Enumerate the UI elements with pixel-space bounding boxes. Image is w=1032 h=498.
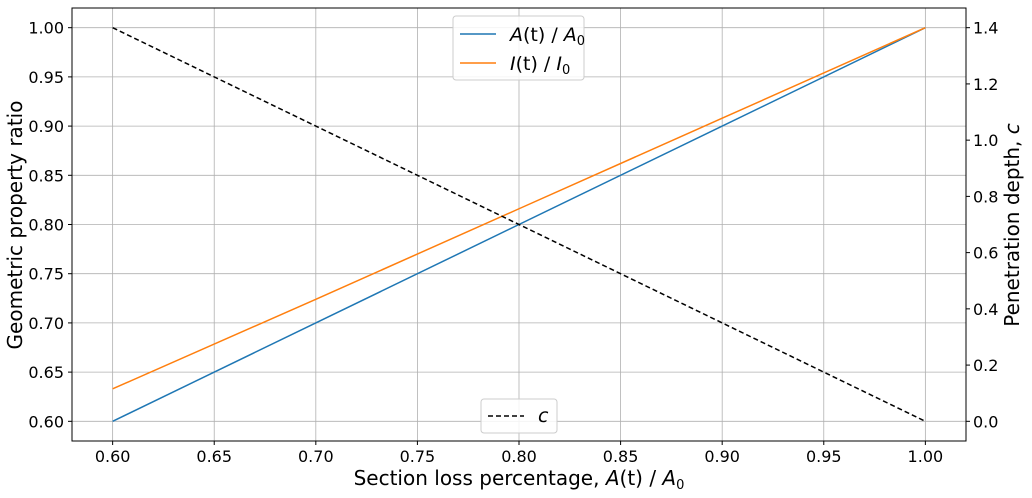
x-tick-label: 0.65: [196, 447, 232, 466]
legend-bottom-frame: [480, 398, 558, 434]
legend-bottom: c: [480, 398, 558, 434]
x-axis-ticks: 0.60 0.65 0.70 0.75 0.80 0.85 0.90 0.95 1.00: [95, 441, 943, 466]
x-axis-label-sub: 0: [676, 478, 684, 493]
legend-area-var2: A: [562, 24, 577, 46]
left-y-tick-label: 0.75: [28, 265, 64, 284]
series-line-penetration-depth: [112, 27, 926, 422]
right-y-tick-label: 1.0: [973, 131, 998, 150]
right-y-tick-label: 0.8: [973, 187, 998, 206]
legend-inertia-arg: (t): [516, 53, 538, 75]
right-y-tick-label: 0.4: [973, 300, 998, 319]
right-y-tick-label: 0.0: [973, 412, 998, 431]
left-y-tick-label: 0.60: [28, 412, 64, 431]
right-y-tick-label: 0.6: [973, 244, 998, 263]
left-y-tick-label: 0.70: [28, 314, 64, 333]
legend-top: A(t) / A0 I(t) / I0: [452, 15, 585, 81]
legend-area-arg: (t): [523, 24, 545, 46]
left-y-tick-label: 1.00: [28, 19, 64, 38]
legend-label-inertia-ratio: I(t) / I0: [510, 53, 570, 78]
x-tick-label: 0.60: [95, 447, 131, 466]
left-y-tick-label: 0.85: [28, 166, 64, 185]
legend-top-frame: [452, 15, 585, 81]
left-y-tick-label: 0.90: [28, 117, 64, 136]
x-tick-label: 1.00: [908, 447, 944, 466]
x-axis-label: Section loss percentage, A(t) / A0: [354, 466, 685, 493]
x-axis-label-var2: A: [660, 466, 676, 490]
legend-label-area-ratio: A(t) / A0: [508, 24, 585, 49]
x-axis-label-prefix: Section loss percentage,: [354, 466, 606, 490]
x-tick-label: 0.75: [400, 447, 436, 466]
series-layer: [112, 26, 926, 422]
legend-inertia-sub: 0: [562, 63, 570, 78]
series-line-inertia-ratio: [112, 26, 926, 390]
x-tick-label: 0.80: [501, 447, 537, 466]
x-tick-label: 0.90: [704, 447, 740, 466]
right-y-axis-ticks: 0.0 0.2 0.4 0.6 0.8 1.0 1.2 1.4: [966, 19, 998, 431]
right-y-axis-label-prefix: Penetration depth,: [1000, 134, 1024, 327]
left-y-tick-label: 0.95: [28, 68, 64, 87]
legend-area-slash: /: [545, 24, 563, 46]
legend-area-sub: 0: [577, 34, 585, 49]
left-y-axis-label: Geometric property ratio: [3, 101, 27, 350]
legend-label-penetration-depth: c: [538, 405, 549, 427]
right-y-axis-label-var: c: [1000, 123, 1024, 134]
x-tick-label: 0.85: [603, 447, 639, 466]
legend-area-var: A: [508, 24, 523, 46]
x-axis-label-arg: (t): [620, 466, 643, 490]
right-y-axis-label: Penetration depth, c: [1000, 123, 1024, 327]
legend-inertia-var: I: [510, 53, 516, 75]
legend-inertia-slash: /: [538, 53, 556, 75]
x-axis-label-slash: /: [643, 466, 662, 490]
left-y-axis-ticks: 0.60 0.65 0.70 0.75 0.80 0.85 0.90 0.95 1.00: [28, 19, 72, 431]
right-y-tick-label: 1.4: [973, 19, 998, 38]
legend-inertia-var2: I: [556, 53, 562, 75]
x-axis-label-var: A: [604, 466, 620, 490]
x-tick-label: 0.95: [806, 447, 842, 466]
x-tick-label: 0.70: [298, 447, 334, 466]
right-y-tick-label: 0.2: [973, 356, 998, 375]
left-y-tick-label: 0.80: [28, 216, 64, 235]
left-y-tick-label: 0.65: [28, 363, 64, 382]
right-y-tick-label: 1.2: [973, 75, 998, 94]
